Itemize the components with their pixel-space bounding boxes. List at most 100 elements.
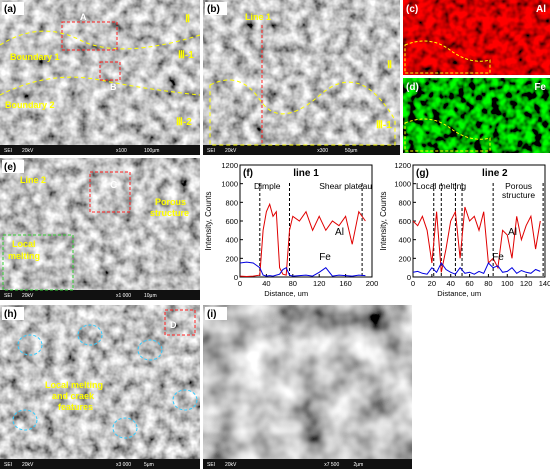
chart-title: line 1 <box>293 168 319 179</box>
annotation: B <box>110 82 117 92</box>
boundary <box>404 118 491 152</box>
x-tick-label: 80 <box>484 279 492 288</box>
annotation: Boundary 1 <box>10 52 60 62</box>
x-axis-label: Distance, um <box>437 289 481 298</box>
panel-label: (c) <box>406 4 418 15</box>
crack-marker <box>172 389 198 411</box>
y-tick-label: 0 <box>407 273 411 282</box>
y-axis-label: Intensity, Counts <box>379 192 388 251</box>
y-tick-label: 1200 <box>394 161 411 170</box>
crack-marker <box>137 339 163 361</box>
x-tick-label: 120 <box>313 279 326 288</box>
x-tick-label: 100 <box>501 279 514 288</box>
info-bar <box>203 145 400 155</box>
footer-text: x1 000 <box>116 293 131 299</box>
annotation: C <box>110 180 117 191</box>
x-tick-label: 160 <box>339 279 352 288</box>
y-tick-label: 1200 <box>221 161 238 170</box>
crack-marker <box>17 334 43 356</box>
annotation: features <box>58 402 93 412</box>
series-label: Fe <box>319 252 331 263</box>
info-bar <box>203 459 412 469</box>
series-line <box>412 206 541 273</box>
x-tick-label: 200 <box>366 279 379 288</box>
annotation: Local <box>12 239 36 249</box>
footer-text: 10μm <box>144 293 157 299</box>
annotation: and craek <box>52 391 95 401</box>
annotation: Ⅲ-1 <box>376 120 392 131</box>
annotation: melting <box>8 251 40 261</box>
footer-text: 50μm <box>345 148 358 154</box>
x-tick-label: 120 <box>520 279 533 288</box>
footer-text: SEI <box>4 148 12 154</box>
footer-text: x7 500 <box>324 462 339 468</box>
y-tick-label: 1000 <box>221 180 238 189</box>
panel-label: (i) <box>207 309 216 320</box>
footer-text: 20kV <box>22 462 34 468</box>
x-tick-label: 0 <box>411 279 415 288</box>
label-box <box>2 2 24 15</box>
panel-label: (g) <box>416 168 429 179</box>
footer-text: SEI <box>4 462 12 468</box>
annotation: Shear plateau <box>319 181 372 191</box>
info-bar <box>0 459 200 469</box>
x-axis-label: Distance, um <box>264 289 308 298</box>
sem-image <box>0 305 200 469</box>
annotation: A <box>80 12 87 22</box>
boundary <box>404 40 491 74</box>
panel-label: (a) <box>4 4 16 15</box>
footer-text: x100 <box>116 148 127 154</box>
footer-text: SEI <box>4 293 12 299</box>
footer-text: 20kV <box>22 148 34 154</box>
region-box <box>99 61 121 81</box>
y-tick-label: 0 <box>234 273 238 282</box>
annotation: D <box>170 320 177 330</box>
annotation: Local melting <box>45 380 103 390</box>
footer-text: 2μm <box>353 462 363 468</box>
sem-image <box>203 0 400 155</box>
x-tick-label: 20 <box>428 279 436 288</box>
annotation: structure <box>150 208 189 218</box>
annotation: Porous <box>505 181 532 191</box>
sem-image <box>203 305 412 469</box>
sem-image <box>0 158 200 300</box>
annotation: Ⅱ <box>185 14 190 25</box>
label-box <box>2 160 24 173</box>
footer-text: x300 <box>317 148 328 154</box>
footer-text: 5μm <box>144 462 154 468</box>
footer-text: 20kV <box>225 462 237 468</box>
element-label: Al <box>536 4 546 15</box>
info-bar <box>0 145 200 155</box>
series-line <box>239 202 366 278</box>
series-label: Al <box>335 227 344 238</box>
element-label: Fe <box>534 82 546 93</box>
eds-map <box>403 0 550 75</box>
eds-map <box>403 78 550 153</box>
plot-area <box>239 164 373 278</box>
series-label: Fe <box>492 252 504 263</box>
annotation: Local melting <box>416 181 466 191</box>
crack-marker <box>12 409 38 431</box>
x-tick-label: 80 <box>289 279 297 288</box>
annotation: Porous <box>155 197 186 207</box>
y-tick-label: 1000 <box>394 180 411 189</box>
y-tick-label: 200 <box>225 254 238 263</box>
footer-text: SEI <box>207 462 215 468</box>
region-box <box>164 309 196 336</box>
annotation: Ⅱ <box>387 60 392 71</box>
panel-label: (h) <box>4 309 17 320</box>
plot-area <box>412 164 546 278</box>
y-tick-label: 400 <box>225 236 238 245</box>
x-tick-label: 40 <box>447 279 455 288</box>
footer-text: x3 000 <box>116 462 131 468</box>
region-box <box>2 234 74 291</box>
panel-label: (e) <box>4 162 16 173</box>
region-box <box>89 171 131 213</box>
y-tick-label: 600 <box>398 217 411 226</box>
x-tick-label: 0 <box>238 279 242 288</box>
series-line <box>239 261 366 277</box>
series-label: Al <box>508 227 517 238</box>
annotation: structure <box>502 190 535 200</box>
region-box <box>61 21 118 51</box>
label-box <box>205 2 227 15</box>
